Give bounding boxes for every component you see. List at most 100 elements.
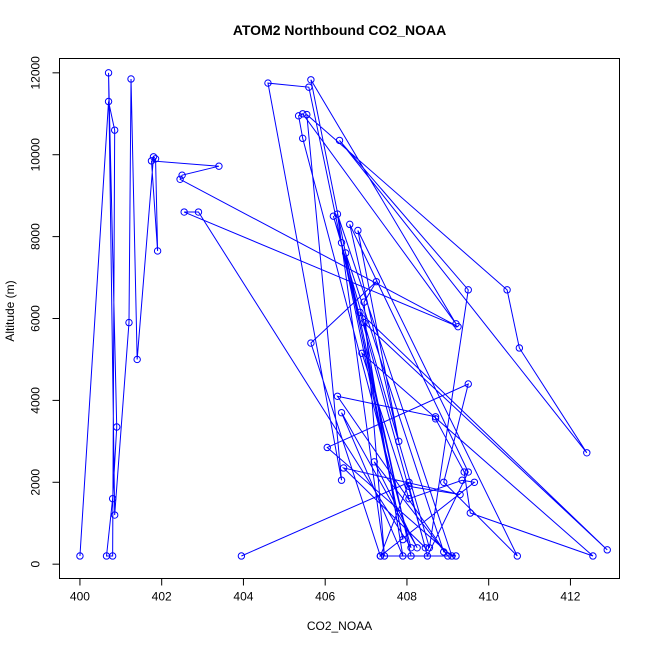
data-point — [180, 208, 188, 216]
data-point — [110, 511, 119, 519]
series-line — [79, 72, 608, 558]
data-point — [583, 449, 591, 457]
data-point — [153, 247, 162, 255]
data-point — [464, 468, 472, 476]
data-point — [108, 494, 117, 503]
data-point — [102, 552, 111, 560]
data-point — [470, 478, 479, 486]
data-point — [603, 546, 611, 554]
data-point — [456, 490, 464, 499]
data-point — [444, 552, 452, 560]
data-point — [76, 552, 84, 560]
y-tick-label: 6000 — [29, 305, 43, 332]
data-point — [360, 298, 368, 306]
data-point — [413, 544, 421, 552]
data-point — [372, 277, 380, 286]
data-point — [113, 423, 121, 431]
data-point — [460, 468, 468, 476]
x-tick-label: 404 — [233, 590, 253, 604]
y-tick-label: 12000 — [29, 56, 43, 90]
x-tick-label: 402 — [152, 590, 172, 604]
data-point — [515, 344, 524, 352]
data-point — [405, 494, 413, 503]
data-point — [299, 134, 307, 143]
x-tick-label: 408 — [397, 590, 417, 604]
data-point — [370, 458, 378, 466]
data-point — [380, 552, 389, 560]
data-point — [307, 76, 315, 84]
plot-frame — [59, 58, 620, 579]
data-point — [423, 552, 432, 560]
data-point — [176, 175, 184, 183]
data-point — [303, 110, 311, 119]
y-tick-label: 10000 — [29, 138, 43, 172]
data-point — [448, 552, 456, 560]
y-tick-label: 8000 — [29, 223, 43, 250]
data-point — [237, 552, 246, 560]
data-point — [333, 210, 342, 218]
data-point — [440, 478, 448, 486]
data-point — [431, 415, 440, 423]
data-point — [323, 443, 331, 452]
data-point — [376, 552, 385, 560]
data-point — [125, 318, 133, 327]
data-point — [307, 339, 315, 347]
data-point — [513, 552, 522, 560]
data-point — [133, 355, 141, 364]
data-point — [464, 286, 472, 294]
data-point — [147, 157, 156, 165]
data-point — [294, 112, 303, 120]
data-point — [215, 162, 223, 170]
data-point — [264, 79, 272, 87]
data-point — [149, 153, 158, 161]
x-tick-label: 412 — [560, 590, 580, 604]
data-point — [110, 126, 119, 134]
data-point — [337, 239, 346, 247]
x-tick-label: 406 — [315, 590, 335, 604]
data-point — [339, 464, 348, 472]
data-point — [421, 544, 430, 552]
data-point — [431, 413, 440, 421]
data-point — [407, 552, 415, 560]
data-point — [329, 212, 338, 220]
data-point — [399, 535, 407, 544]
data-point — [178, 171, 186, 179]
data-point — [299, 110, 307, 118]
x-tick-label: 410 — [479, 590, 499, 604]
data-point — [395, 437, 403, 446]
data-point — [333, 392, 342, 400]
data-point — [194, 208, 203, 216]
y-tick-label: 2000 — [29, 469, 43, 496]
y-axis-label: Altitude (m) — [3, 280, 17, 341]
series-points-group — [76, 69, 611, 560]
data-point — [305, 83, 313, 91]
series-line-group — [79, 72, 608, 558]
data-point — [337, 476, 346, 484]
data-point — [464, 380, 472, 388]
data-point — [452, 320, 460, 328]
data-point — [335, 136, 344, 145]
y-tick-label: 0 — [29, 561, 43, 568]
data-point — [589, 552, 597, 560]
data-point — [104, 69, 113, 77]
data-point — [503, 286, 511, 294]
data-point — [360, 318, 368, 327]
data-point — [337, 408, 346, 417]
data-point — [405, 478, 413, 486]
data-point — [356, 308, 364, 317]
data-point — [452, 552, 460, 560]
y-tick-label: 4000 — [29, 387, 43, 414]
data-point — [127, 75, 135, 83]
data-point — [151, 155, 160, 163]
x-tick-label: 400 — [70, 590, 90, 604]
chart-title: ATOM2 Northbound CO2_NOAA — [233, 22, 446, 38]
data-point — [104, 97, 113, 106]
x-axis-label: CO2_NOAA — [307, 619, 372, 633]
data-point — [354, 226, 362, 235]
data-point — [405, 482, 413, 491]
data-point — [341, 249, 350, 257]
x-axis: 400 402 404 406 408 410 412 — [70, 578, 581, 604]
data-point — [458, 476, 466, 484]
data-point — [358, 349, 366, 357]
